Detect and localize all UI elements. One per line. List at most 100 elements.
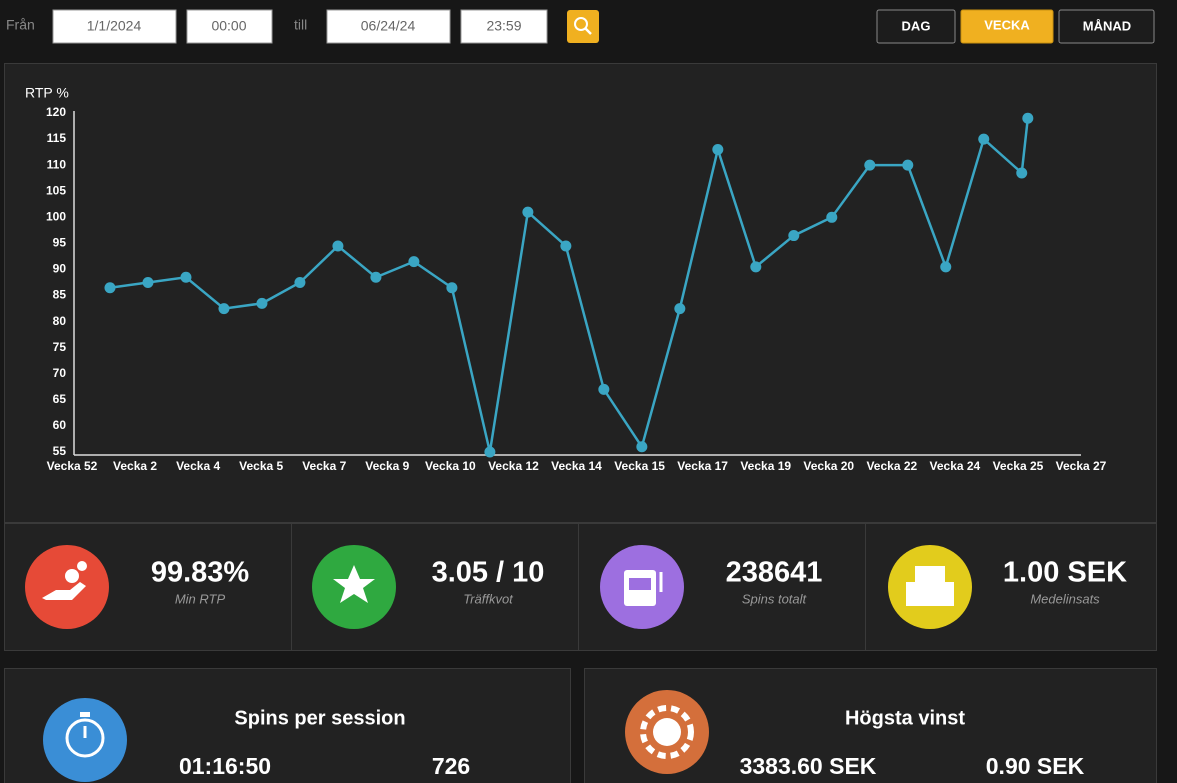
data-point (1022, 112, 1034, 124)
x-tick-label: Vecka 14 (551, 459, 602, 473)
period-button-label: MÅNAD (1083, 18, 1131, 33)
chip-center (653, 718, 681, 746)
icon-circle (43, 698, 127, 782)
data-point (598, 383, 610, 395)
data-point (104, 282, 116, 294)
icon-circle (25, 545, 109, 629)
icon-rtp (25, 545, 109, 629)
y-axis-label: RTP % (25, 85, 69, 101)
data-point (636, 441, 648, 453)
chart-panel (4, 63, 1157, 523)
data-point (522, 206, 534, 218)
y-tick-label: 85 (53, 288, 67, 302)
coin-icon (77, 561, 87, 571)
stopwatch-top (80, 712, 90, 717)
building-icon (906, 582, 954, 606)
stat-label: Träffkvot (463, 591, 514, 606)
x-tick-label: Vecka 25 (993, 459, 1044, 473)
from-time: 00:00 (211, 18, 246, 34)
to-date-input[interactable] (326, 9, 451, 44)
coin-icon (65, 569, 79, 583)
y-tick-label: 95 (53, 236, 67, 250)
search-icon (574, 17, 588, 31)
stat-card (578, 523, 866, 651)
to-date: 06/24/24 (361, 18, 416, 34)
from-date-input[interactable] (52, 9, 177, 44)
star-icon (333, 565, 375, 603)
x-tick-label: Vecka 27 (1056, 459, 1107, 473)
stat-label: Medelinsats (1030, 591, 1100, 606)
stat-value: 3.05 / 10 (432, 557, 545, 589)
x-tick-label: Vecka 22 (866, 459, 917, 473)
panel-title: Högsta vinst (845, 707, 965, 729)
stopwatch-icon (65, 718, 105, 758)
to-time-input[interactable] (460, 9, 548, 44)
y-tick-label: 105 (46, 183, 66, 197)
y-tick-label: 110 (47, 157, 67, 171)
from-time-input[interactable] (186, 9, 273, 44)
data-point (864, 159, 876, 171)
data-point (180, 271, 192, 283)
from-date: 1/1/2024 (87, 18, 142, 34)
x-tick-label: Vecka 17 (677, 459, 728, 473)
x-tick-label: Vecka 12 (488, 459, 539, 473)
period-button-active[interactable] (960, 9, 1054, 44)
stat-value: 99.83% (151, 557, 250, 589)
x-tick-label: Vecka 5 (239, 459, 283, 473)
icon-hits (312, 545, 396, 629)
data-point (294, 277, 306, 288)
data-point (332, 240, 344, 252)
data-point (370, 271, 382, 283)
icon-spins (600, 545, 684, 629)
x-tick-label: Vecka 2 (113, 459, 157, 473)
period-button-label: DAG (902, 18, 931, 33)
x-tick-label: Vecka 19 (740, 459, 791, 473)
to-label: till (294, 17, 307, 33)
panel-title: Spins per session (234, 707, 405, 729)
data-point (142, 277, 154, 288)
y-tick-label: 90 (53, 262, 67, 276)
panel-value: 3383.60 SEK (740, 753, 877, 779)
data-point (674, 303, 686, 315)
stat-value: 238641 (726, 557, 823, 589)
data-point (256, 297, 268, 309)
data-point (712, 144, 724, 156)
data-point (218, 303, 230, 315)
data-point (446, 282, 458, 294)
chart: 55 60 65 70 75 80 85 90 95 100 105 110 115 120 Vecka 5… (46, 105, 1107, 473)
search-button[interactable] (567, 10, 599, 43)
icon-stopwatch (43, 698, 127, 782)
x-tick-label: Vecka 4 (176, 459, 220, 473)
y-tick-label: 65 (53, 392, 67, 406)
stat-value: 1.00 SEK (1003, 557, 1127, 589)
y-tick-label: 100 (46, 209, 66, 223)
period-button[interactable] (876, 9, 956, 44)
data-point (978, 133, 990, 145)
data-point (902, 159, 914, 171)
x-tick-label: Vecka 7 (302, 459, 346, 473)
data-point (560, 240, 572, 252)
slot-window (629, 578, 651, 590)
y-tick-label: 55 (53, 444, 67, 458)
y-tick-label: 80 (53, 314, 67, 328)
icon-chip (625, 690, 709, 774)
x-tick-label: Vecka 52 (47, 459, 98, 473)
chip-icon (640, 705, 694, 759)
to-time: 23:59 (486, 18, 521, 34)
search-bg (567, 10, 599, 43)
search-icon-handle (584, 27, 592, 35)
data-point (826, 211, 838, 223)
data-point (788, 230, 800, 242)
data-point (408, 256, 420, 268)
from-label: Från (6, 17, 35, 33)
data-point (484, 446, 496, 458)
y-tick-label: 75 (53, 340, 67, 354)
period-button[interactable] (1058, 9, 1155, 44)
y-tick-label: 115 (47, 131, 67, 145)
panel-value: 0.90 SEK (986, 753, 1085, 779)
x-tick-label: Vecka 9 (365, 459, 409, 473)
hand-icon (42, 582, 86, 600)
panel-value: 01:16:50 (179, 753, 271, 779)
x-tick-label: Vecka 24 (930, 459, 981, 473)
